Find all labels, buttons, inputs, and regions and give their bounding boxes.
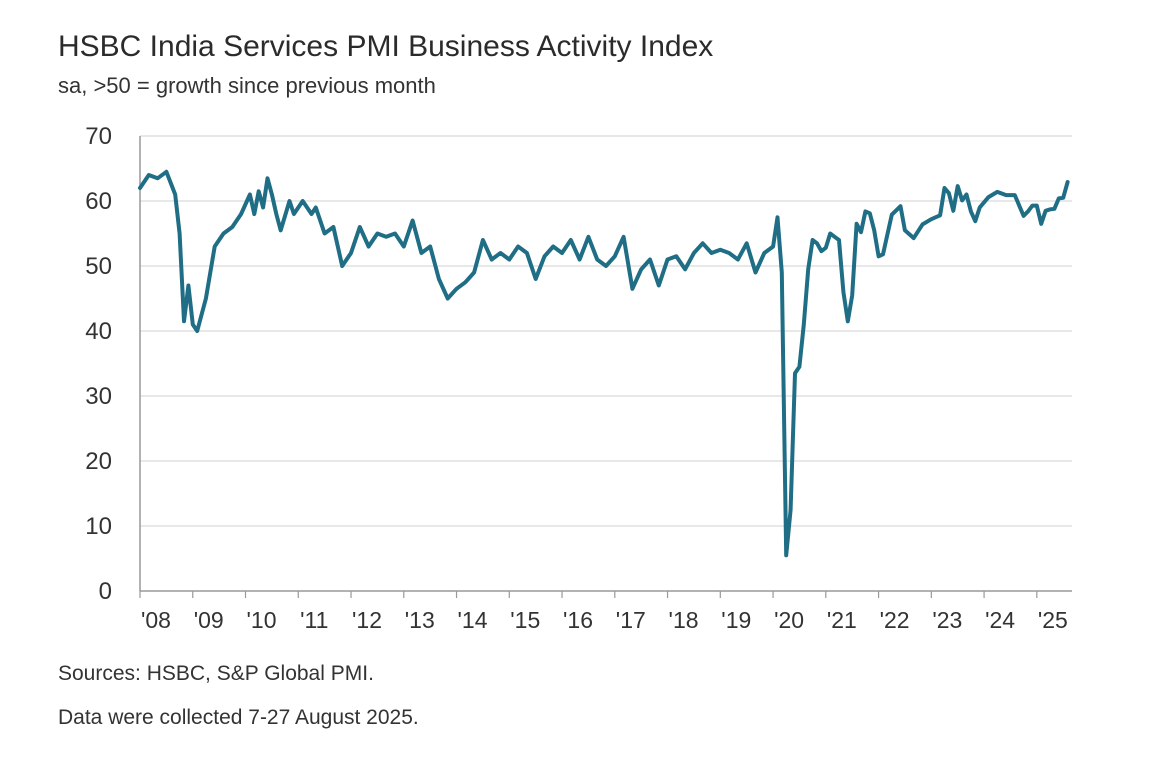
gridlines [140, 135, 1072, 527]
x-axis-ticks: '08 '09 '10 '11 '12 '13 '14 '15 '16 '17 '18 '19 '20 '… [139, 591, 1068, 633]
x-tick-label: '21 [827, 607, 857, 633]
x-tick-label: '14 [458, 607, 488, 633]
y-axis-ticks: 0 10 20 30 40 50 60 70 [85, 123, 112, 605]
x-tick-label: '20 [774, 607, 804, 633]
sources-note: Sources: HSBC, S&P Global PMI. [58, 662, 374, 685]
x-tick-label: '09 [194, 607, 224, 633]
x-tick-label: '11 [300, 607, 328, 633]
x-tick-label: '17 [616, 607, 646, 633]
pmi-line-chart: 0 10 20 30 40 50 60 70 '08 '09 '10 '11 '12 '13 '14 '15… [85, 123, 1072, 633]
chart-subtitle: sa, >50 = growth since previous month [58, 73, 436, 98]
y-tick-label: 20 [85, 448, 112, 475]
collection-note: Data were collected 7-27 August 2025. [58, 706, 419, 729]
x-tick-label: '22 [880, 607, 910, 633]
x-tick-label: '18 [669, 607, 699, 633]
x-tick-label: '08 [141, 607, 171, 633]
x-tick-label: '24 [985, 607, 1015, 633]
x-tick-label: '19 [721, 607, 751, 633]
x-tick-label: '23 [932, 607, 962, 633]
x-tick-label: '12 [352, 607, 382, 633]
x-tick-label: '13 [405, 607, 435, 633]
y-tick-label: 30 [85, 383, 112, 410]
x-tick-label: '10 [247, 607, 277, 633]
y-tick-label: 40 [85, 318, 112, 345]
chart-title: HSBC India Services PMI Business Activit… [58, 30, 714, 63]
y-tick-label: 10 [85, 513, 112, 540]
x-tick-label: '25 [1038, 607, 1068, 633]
y-tick-label: 0 [99, 578, 112, 605]
y-tick-label: 70 [85, 123, 112, 150]
x-tick-label: '16 [563, 607, 593, 633]
y-tick-label: 50 [85, 253, 112, 280]
x-tick-label: '15 [510, 607, 540, 633]
series-line [138, 169, 1070, 558]
y-tick-label: 60 [85, 188, 112, 215]
